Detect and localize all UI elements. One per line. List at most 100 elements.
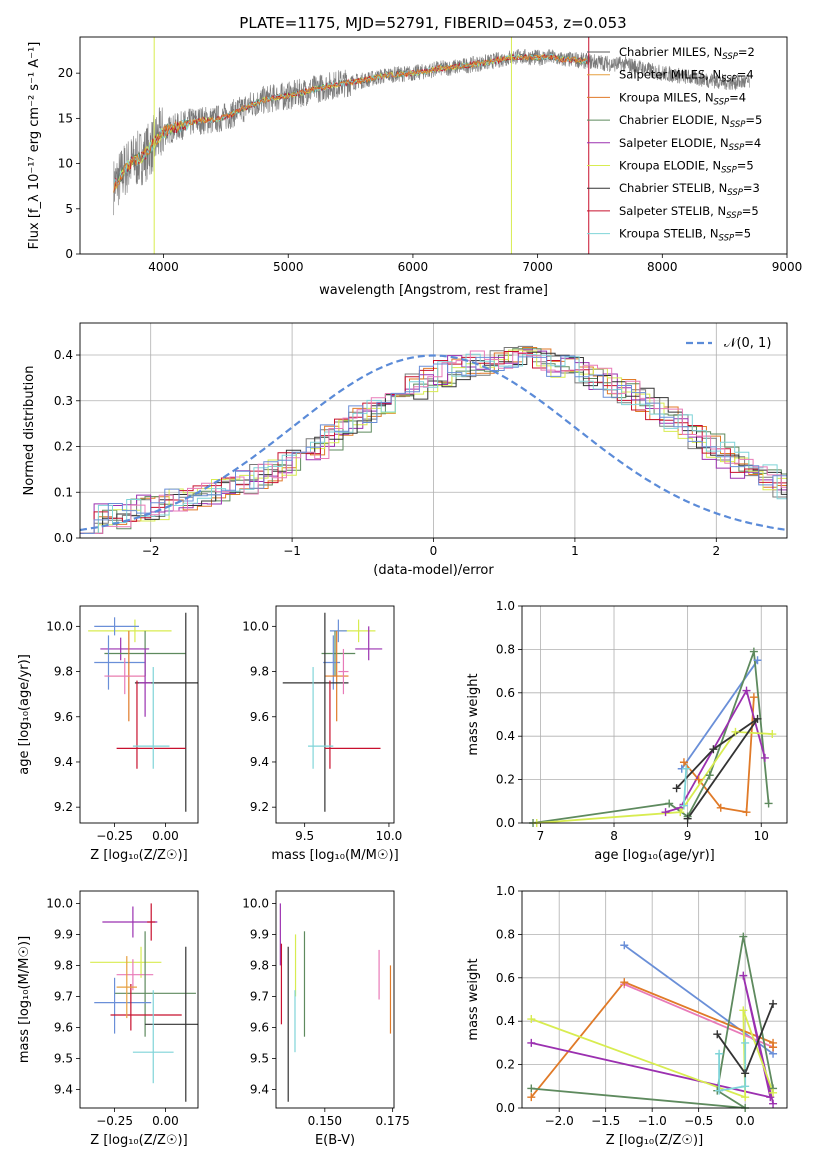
- axes-frame: [79, 322, 788, 539]
- x-axis-label: (data-model)/error: [373, 563, 494, 578]
- weight-series: [623, 944, 774, 1055]
- x-tick-label: 8000: [647, 260, 678, 274]
- plot-area: [282, 612, 383, 812]
- axes-frame: [521, 890, 788, 1109]
- y-tick-label: 1.0: [496, 884, 515, 898]
- y-tick-label: 9.8: [250, 958, 269, 972]
- y-tick-label: 9.5: [250, 1051, 269, 1065]
- y-tick-label: 9.9: [250, 927, 269, 941]
- y-tick-label: 0.2: [54, 440, 73, 454]
- y-tick-label: 9.6: [54, 1020, 73, 1034]
- y-tick-label: 0.6: [496, 971, 515, 985]
- weight-marker: [672, 784, 681, 793]
- figure-title: PLATE=1175, MJD=52791, FIBERID=0453, z=0…: [239, 14, 626, 32]
- y-tick-label: 10.0: [46, 896, 73, 910]
- x-tick-label: −1.0: [638, 1114, 667, 1128]
- weight-marker: [753, 656, 762, 665]
- residual-histogram: [84, 349, 787, 534]
- y-tick-label: 0.2: [496, 773, 515, 787]
- x-tick-label: 0.00: [152, 1114, 179, 1128]
- y-tick-label: 9.8: [54, 665, 73, 679]
- residual-histogram: [80, 345, 787, 534]
- weight-marker: [741, 1082, 750, 1091]
- x-tick-label: 9: [684, 829, 692, 843]
- legend-entry: Chabrier STELIB, NSSP=3: [619, 181, 760, 198]
- x-tick-label: 0.175: [375, 1114, 409, 1128]
- y-axis-label: Normed distribution: [22, 366, 37, 496]
- weight-marker: [676, 808, 685, 817]
- y-tick-label: 0.8: [496, 642, 515, 656]
- axes-frame: [275, 605, 395, 824]
- weight-marker: [682, 764, 691, 773]
- weight-series: [718, 1042, 747, 1092]
- weight-marker: [665, 799, 674, 808]
- weight-marker: [764, 799, 773, 808]
- y-tick-label: 0.4: [496, 1014, 515, 1028]
- y-axis-label: mass weight: [466, 673, 481, 755]
- x-tick-label: −0.25: [96, 829, 133, 843]
- y-tick-label: 10: [58, 157, 73, 171]
- x-tick-label: 1: [571, 544, 579, 558]
- weight-marker: [769, 999, 778, 1008]
- y-tick-label: 9.4: [54, 1082, 73, 1096]
- plot-area: [90, 903, 198, 1102]
- y-tick-label: 0.1: [54, 485, 73, 499]
- y-tick-label: 9.6: [250, 710, 269, 724]
- weight-marker: [527, 1038, 536, 1047]
- x-tick-label: 9000: [772, 260, 803, 274]
- weight-series: [680, 659, 759, 770]
- weight-marker: [705, 771, 714, 780]
- weight-marker: [716, 803, 725, 812]
- x-tick-label: 4000: [148, 260, 179, 274]
- x-tick-label: −0.25: [96, 1114, 133, 1128]
- weight-marker: [620, 978, 629, 987]
- y-tick-label: 0.0: [496, 816, 515, 830]
- weight-marker: [679, 758, 688, 767]
- legend-entry: Kroupa STELIB, NSSP=5: [619, 227, 751, 244]
- x-tick-label: 9.5: [295, 829, 314, 843]
- x-axis-label: Z [log₁₀(Z/Z☉)]: [606, 1133, 703, 1148]
- x-tick-label: 2: [712, 544, 720, 558]
- weight-series: [536, 730, 773, 823]
- y-tick-label: 20: [58, 66, 73, 80]
- x-tick-label: 7000: [522, 260, 553, 274]
- x-tick-label: −0.5: [684, 1114, 713, 1128]
- weight-marker: [715, 1086, 724, 1095]
- panel-residual_distribution: −2 −1 0 1 2 0.0 0.1 0.2 0.3 0.4 𝒩(0, 1) (data-model…: [22, 322, 788, 578]
- y-tick-label: 9.7: [250, 989, 269, 1003]
- y-axis-label: age [log₁₀(age/yr)]: [17, 654, 32, 775]
- x-axis-label: wavelength [Angstrom, rest frame]: [319, 283, 548, 298]
- weight-marker: [753, 714, 762, 723]
- y-tick-label: 9.6: [250, 1020, 269, 1034]
- weight-marker: [731, 727, 740, 736]
- weight-series: [623, 983, 774, 1049]
- y-tick-label: 9.4: [250, 755, 269, 769]
- x-tick-label: 8: [610, 829, 618, 843]
- weight-marker: [527, 1015, 536, 1024]
- plot-area: [88, 612, 198, 812]
- y-tick-label: 0.3: [54, 394, 73, 408]
- weight-marker: [769, 1099, 778, 1108]
- y-axis-label: Flux [f_λ 10⁻¹⁷ erg cm⁻² s⁻¹ A⁻¹]: [27, 42, 42, 250]
- legend-entry: Kroupa ELODIE, NSSP=5: [619, 159, 754, 176]
- axes-frame: [79, 36, 788, 255]
- x-tick-label: 0.0: [736, 1114, 755, 1128]
- y-tick-label: 0.8: [496, 927, 515, 941]
- weight-marker: [760, 753, 769, 762]
- y-tick-label: 9.9: [54, 927, 73, 941]
- legend-entry: Kroupa MILES, NSSP=4: [619, 90, 746, 107]
- x-tick-label: −1: [283, 544, 301, 558]
- weight-marker: [749, 647, 758, 656]
- legend-entry: Chabrier MILES, NSSP=2: [619, 45, 755, 62]
- x-axis-label: age [log₁₀(age/yr)]: [594, 848, 715, 863]
- weight-marker: [527, 1084, 536, 1093]
- x-tick-label: 0.150: [308, 1114, 342, 1128]
- legend-entry: Chabrier ELODIE, NSSP=5: [619, 113, 762, 130]
- x-tick-label: −2.0: [545, 1114, 574, 1128]
- y-tick-label: 9.2: [250, 800, 269, 814]
- x-tick-label: −2: [142, 544, 160, 558]
- y-tick-label: 1.0: [496, 599, 515, 613]
- y-tick-label: 10.0: [46, 619, 73, 633]
- y-tick-label: 0.0: [54, 531, 73, 545]
